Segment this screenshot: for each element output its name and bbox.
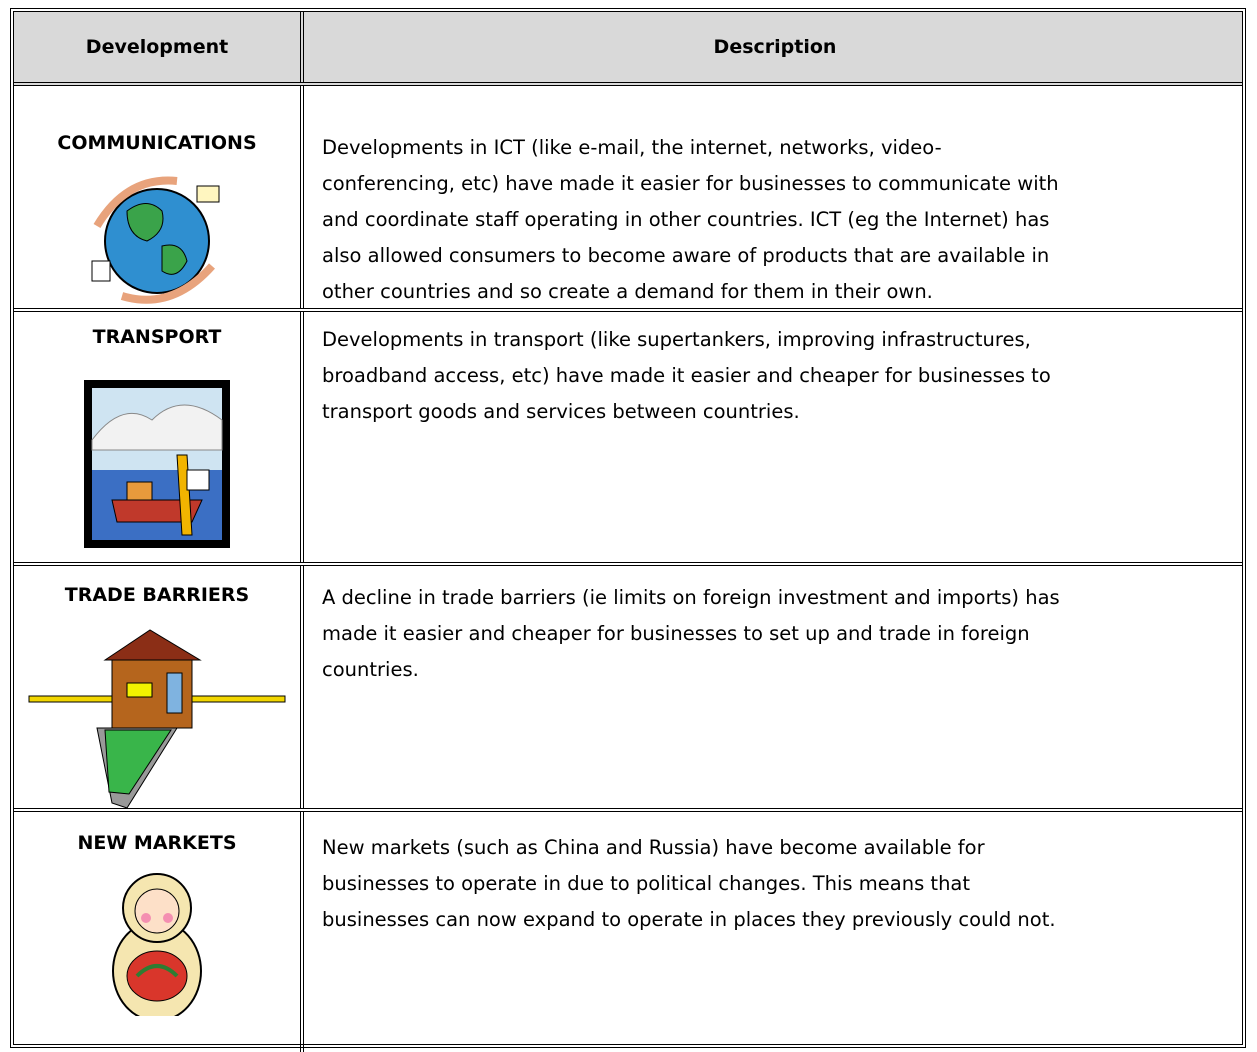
trade-barrier-icon <box>28 629 286 808</box>
doll-icon <box>112 873 202 1016</box>
development-label: NEW MARKETS <box>77 832 237 854</box>
description-line: made it easier and cheaper for businesse… <box>322 622 1030 645</box>
development-label: COMMUNICATIONS <box>57 132 257 154</box>
description-line: businesses can now expand to operate in … <box>322 908 1056 931</box>
transport-icon <box>84 380 230 548</box>
table: Development Description COMMUNICATIONS D… <box>10 8 1246 1052</box>
header-row: Development Description <box>14 12 1242 86</box>
row: COMMUNICATIONS Developments in ICT (like… <box>14 86 1242 312</box>
row: TRANSPORT Developments in transport (lik… <box>14 312 1242 566</box>
description-line: and coordinate staff operating in other … <box>322 208 1050 231</box>
header-cell: Development <box>14 12 304 82</box>
description-line: New markets (such as China and Russia) h… <box>322 836 985 859</box>
description-line: other countries and so create a demand f… <box>322 280 933 303</box>
description-line: Developments in ICT (like e-mail, the in… <box>322 136 942 159</box>
development-label: TRADE BARRIERS <box>64 584 250 606</box>
header-cell: Description <box>713 36 837 58</box>
description-line: broadband access, etc) have made it easi… <box>322 364 1051 387</box>
description-line: A decline in trade barriers (ie limits o… <box>322 586 1060 609</box>
description-line: also allowed consumers to become aware o… <box>322 244 1050 267</box>
description-line: countries. <box>322 658 419 681</box>
description-line: transport goods and services between cou… <box>322 400 800 423</box>
development-label: TRANSPORT <box>92 326 222 348</box>
description-line: businesses to operate in due to politica… <box>322 872 971 895</box>
row: TRADE BARRIERS A decline in trade barrie… <box>14 566 1242 812</box>
row: NEW MARKETS New markets (such as China a… <box>14 812 1242 1052</box>
description-line: conferencing, etc) have made it easier f… <box>322 172 1059 195</box>
description-line: Developments in transport (like supertan… <box>322 328 1031 351</box>
globe-icon <box>91 176 220 304</box>
